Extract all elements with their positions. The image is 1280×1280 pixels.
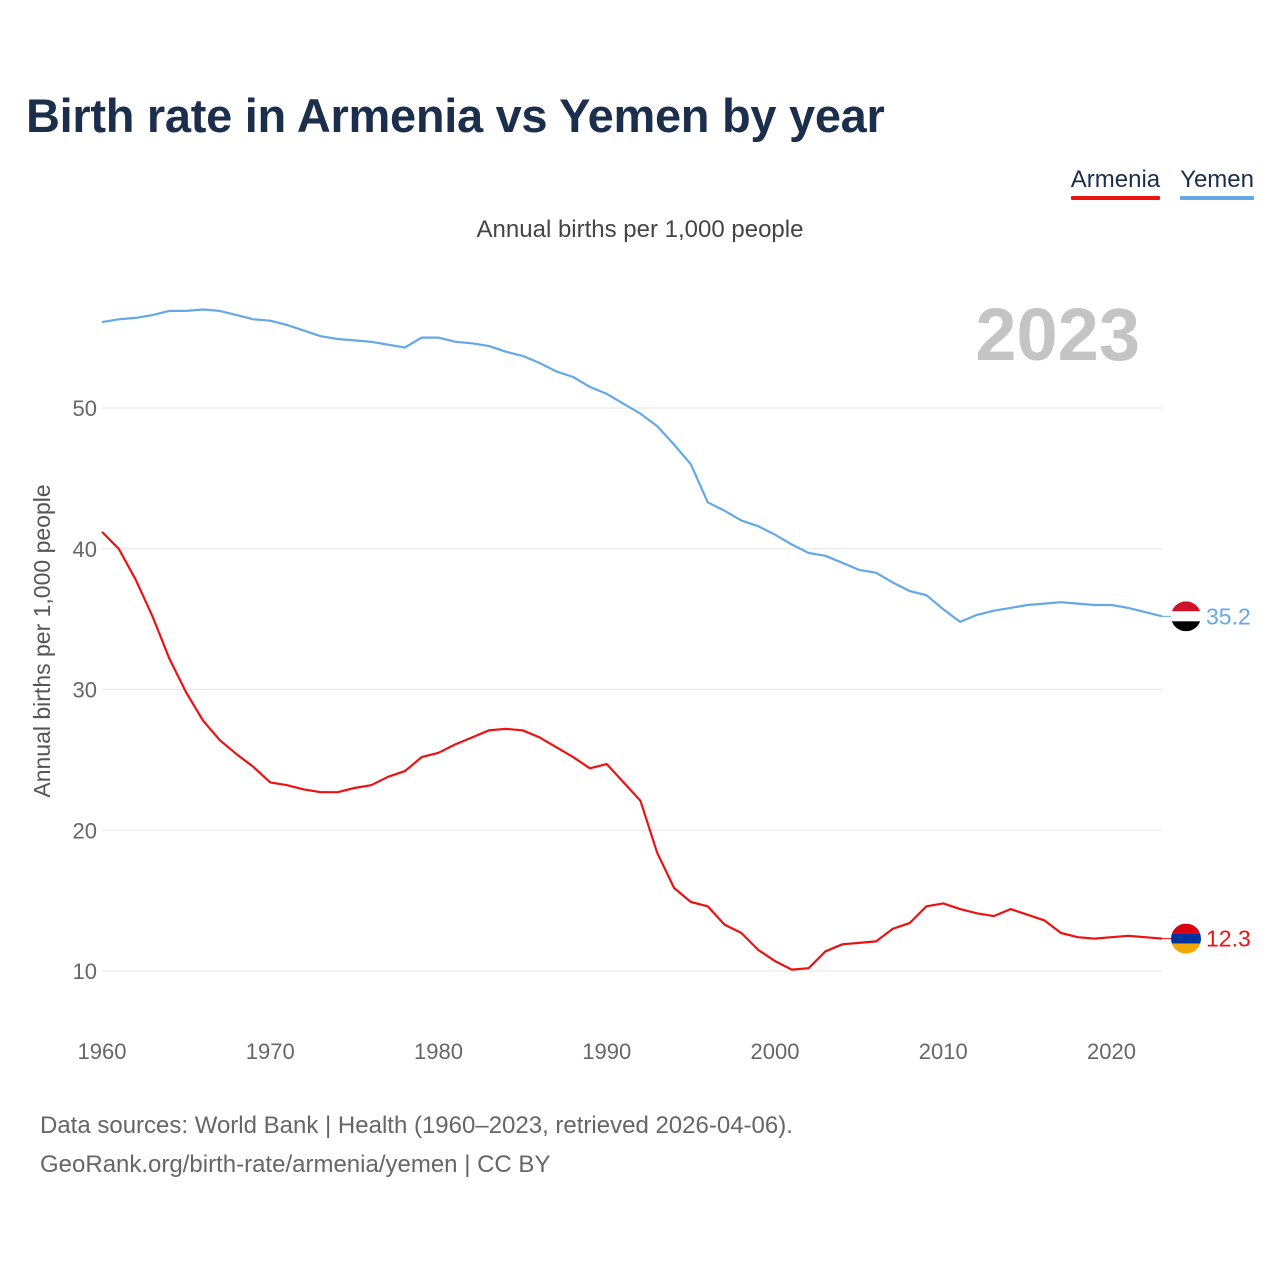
y-tick-label: 30 — [73, 678, 97, 703]
legend-label-armenia: Armenia — [1070, 166, 1161, 193]
series-lines — [101, 308, 1163, 971]
end-value-label-armenia: 12.3 — [1206, 926, 1251, 952]
grid-lines — [102, 407, 1162, 972]
current-year-watermark: 2023 — [975, 293, 1140, 376]
y-tick-label: 20 — [73, 818, 97, 843]
legend-swatch-yemen — [1180, 196, 1254, 200]
yemen-flag-icon — [1171, 601, 1201, 632]
data-source: Data sources: World Bank | Health (1960–… — [40, 1106, 793, 1184]
x-tick-label: 2010 — [919, 1039, 968, 1064]
legend-item-yemen[interactable]: Yemen — [1180, 166, 1254, 200]
armenia-flag-icon — [1171, 923, 1201, 954]
end-value-label-yemen: 35.2 — [1206, 603, 1251, 629]
y-tick-label: 40 — [73, 537, 97, 562]
y-axis-label: Annual births per 1,000 people — [29, 484, 55, 797]
y-axis-ticks: 10 20 30 40 50 — [73, 396, 97, 984]
chart-subtitle: Annual births per 1,000 people — [476, 216, 804, 243]
x-tick-label: 1990 — [582, 1039, 631, 1064]
legend-label-yemen: Yemen — [1180, 166, 1254, 193]
source-line-1: Data sources: World Bank | Health (1960–… — [40, 1112, 793, 1139]
legend: Armenia Yemen — [1070, 166, 1254, 200]
legend-swatch-armenia — [1070, 196, 1161, 200]
x-tick-label: 2000 — [751, 1039, 800, 1064]
legend-item-armenia[interactable]: Armenia — [1070, 166, 1161, 200]
x-axis-ticks: 1960 1970 1980 1990 2000 2010 2020 — [78, 1039, 1136, 1064]
series-line-yemen[interactable] — [101, 308, 1163, 624]
x-tick-label: 1980 — [414, 1039, 463, 1064]
y-tick-label: 10 — [73, 959, 97, 984]
end-markers: 12.3 35.2 — [1162, 601, 1251, 954]
x-tick-label: 1960 — [78, 1039, 127, 1064]
source-line-2[interactable]: GeoRank.org/birth-rate/armenia/yemen | C… — [40, 1151, 551, 1178]
x-tick-label: 2020 — [1087, 1039, 1136, 1064]
chart-title: Birth rate in Armenia vs Yemen by year — [26, 89, 885, 142]
series-line-armenia[interactable] — [101, 531, 1163, 971]
x-tick-label: 1970 — [246, 1039, 295, 1064]
y-tick-label: 50 — [73, 396, 97, 421]
